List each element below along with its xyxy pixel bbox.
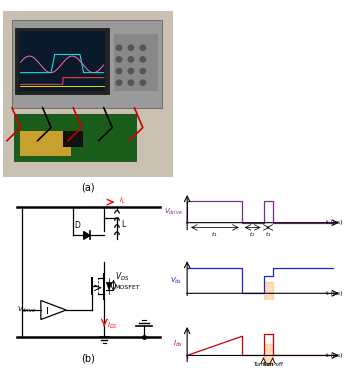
Circle shape — [116, 44, 122, 51]
Circle shape — [127, 68, 134, 74]
Bar — [15, 28, 109, 94]
Polygon shape — [84, 232, 90, 239]
Circle shape — [127, 56, 134, 63]
Polygon shape — [41, 301, 66, 320]
Text: Turn-on: Turn-on — [253, 362, 274, 367]
Bar — [63, 131, 83, 147]
Text: (a): (a) — [82, 182, 95, 192]
Bar — [114, 34, 158, 91]
Circle shape — [116, 79, 122, 86]
Text: Turn-off: Turn-off — [262, 362, 283, 367]
Bar — [263, 282, 273, 300]
Text: $V_{DS}$: $V_{DS}$ — [115, 270, 129, 283]
Circle shape — [139, 44, 146, 51]
Text: MOSFET: MOSFET — [115, 285, 140, 290]
Text: $t_2$: $t_2$ — [249, 230, 256, 239]
Bar — [19, 31, 105, 91]
Text: $I_{ds}$: $I_{ds}$ — [173, 339, 183, 350]
Text: L: L — [121, 220, 125, 229]
Bar — [12, 19, 161, 107]
Text: D: D — [74, 221, 80, 230]
Text: $V_{drive}$: $V_{drive}$ — [17, 305, 36, 315]
Bar — [20, 131, 71, 156]
Text: t (μs): t (μs) — [326, 291, 342, 296]
Circle shape — [127, 79, 134, 86]
Circle shape — [127, 44, 134, 51]
Text: t (μs): t (μs) — [326, 353, 342, 358]
Polygon shape — [106, 282, 112, 290]
Text: $I_L$: $I_L$ — [119, 196, 125, 206]
Text: t (μs): t (μs) — [326, 220, 342, 225]
Bar — [14, 114, 136, 161]
Text: $I_{DS}$: $I_{DS}$ — [108, 321, 118, 331]
Circle shape — [139, 79, 146, 86]
Text: $t_3$: $t_3$ — [265, 230, 271, 239]
Text: (b): (b) — [82, 354, 95, 364]
Circle shape — [116, 68, 122, 74]
Text: $V_{drive}$: $V_{drive}$ — [164, 207, 183, 217]
Text: $t_1$: $t_1$ — [211, 230, 218, 239]
Circle shape — [116, 56, 122, 63]
Circle shape — [139, 68, 146, 74]
Bar — [263, 344, 273, 366]
Circle shape — [139, 56, 146, 63]
Text: $V_{ds}$: $V_{ds}$ — [170, 276, 183, 286]
